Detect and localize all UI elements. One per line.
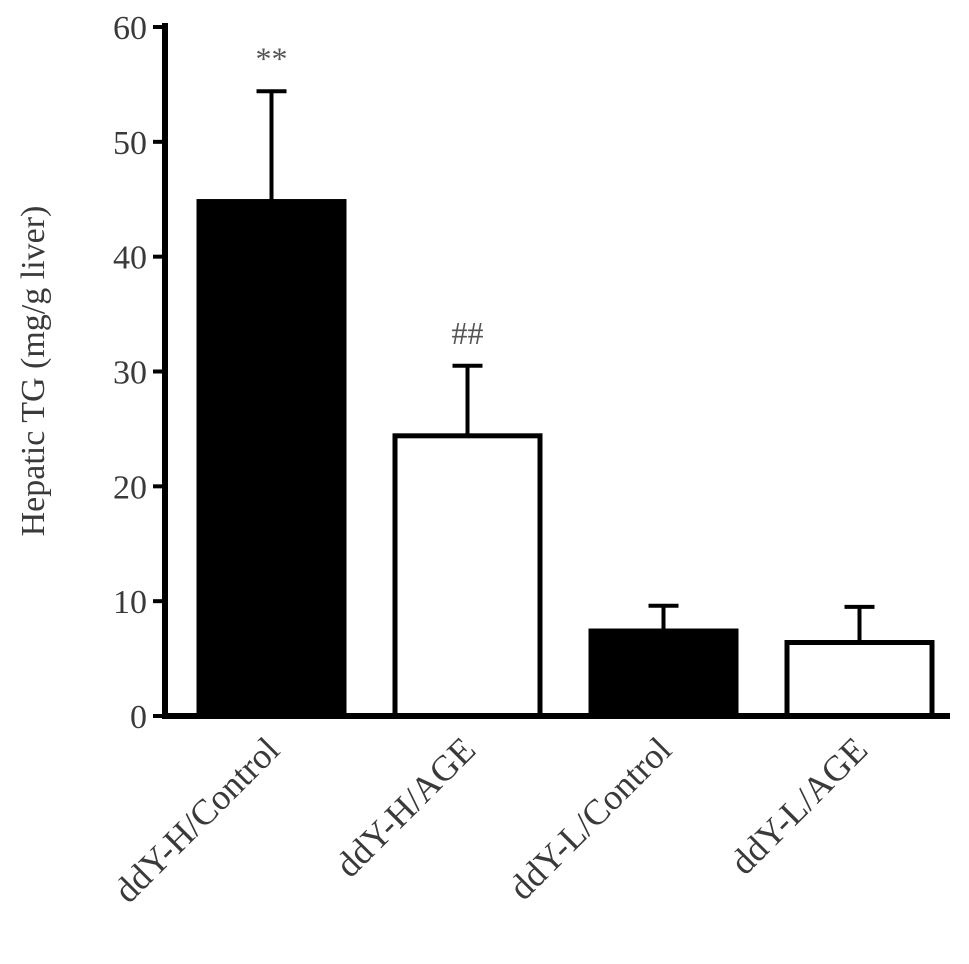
x-tick-label-1: ddY-H/AGE	[328, 729, 484, 885]
y-tick-label-0: 0	[130, 699, 147, 736]
x-tick-label-0: ddY-H/Control	[106, 729, 287, 910]
x-tick-label-2: ddY-L/Control	[501, 729, 679, 907]
y-tick-label-4: 40	[113, 240, 147, 277]
y-tick-label-6: 60	[113, 10, 147, 47]
y-tick-label-5: 50	[113, 125, 147, 162]
y-axis-title: Hepatic TG (mg/g liver)	[15, 206, 52, 537]
y-tick-label-1: 10	[113, 584, 147, 621]
y-tick-label-3: 30	[113, 355, 147, 392]
bar-3	[784, 640, 935, 719]
significance-label-0: **	[256, 40, 288, 76]
y-tick-label-2: 20	[113, 469, 147, 506]
bar-1	[392, 433, 543, 719]
bar-2	[588, 628, 739, 719]
x-tick-label-3: ddY-L/AGE	[722, 729, 875, 882]
bar-0	[196, 199, 347, 719]
significance-label-1: ##	[452, 315, 484, 351]
